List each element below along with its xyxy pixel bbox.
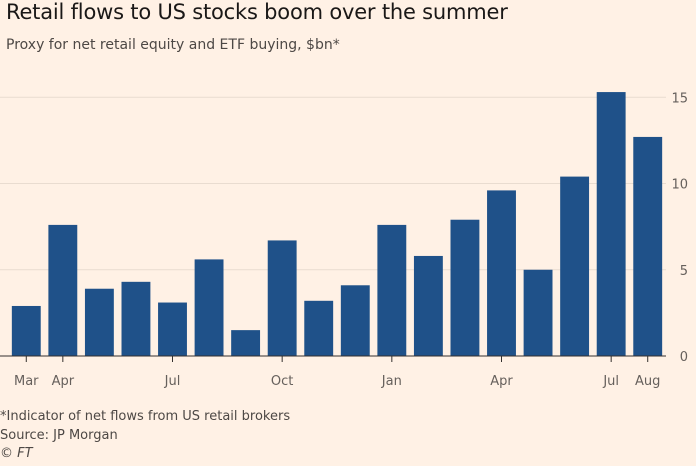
x-tick-label: Aug	[635, 374, 660, 389]
source-note: Source: JP Morgan	[0, 428, 118, 443]
x-tick-label: Jul	[164, 374, 181, 389]
bar-jan-10	[377, 224, 407, 356]
bar-aug-17	[633, 136, 663, 356]
bar-sep-6	[231, 330, 261, 357]
y-tick-label: 5	[680, 264, 688, 279]
chart-title: Retail flows to US stocks boom over the …	[6, 0, 508, 24]
x-tick-label: Apr	[490, 374, 513, 389]
y-tick-label: 10	[671, 178, 688, 193]
bar-aug-5	[194, 259, 224, 356]
x-tick-label: Oct	[271, 374, 293, 389]
x-tick-label: Jan	[381, 374, 402, 389]
bar-mar-0	[11, 305, 41, 356]
bar-feb-11	[413, 255, 443, 356]
bar-jun-3	[121, 281, 151, 356]
footnote: *Indicator of net flows from US retail b…	[0, 409, 291, 424]
bar-jul-16	[596, 92, 626, 356]
bar-may-14	[523, 269, 553, 356]
ft-credit: © FT	[0, 446, 33, 461]
bar-jun-15	[560, 176, 590, 356]
x-tick-label: Apr	[52, 374, 75, 389]
bar-chart: 0 5 10 15 Mar Apr Jul Oct Jan Apr Jul Aug	[0, 91, 688, 389]
bar-jul-4	[158, 302, 187, 356]
x-tick-label: Mar	[14, 374, 39, 389]
y-tick-label: 15	[671, 91, 688, 106]
bar-apr-1	[48, 224, 78, 356]
chart-subtitle: Proxy for net retail equity and ETF buyi…	[6, 37, 340, 53]
bar-may-2	[84, 288, 114, 356]
bar-apr-13	[487, 190, 516, 356]
bar-nov-8	[304, 300, 334, 356]
y-tick-label: 0	[680, 350, 688, 365]
bar-dec-9	[340, 285, 370, 356]
bar-mar-12	[450, 219, 480, 356]
bar-oct-7	[267, 240, 297, 356]
x-tick-label: Jul	[602, 374, 619, 389]
